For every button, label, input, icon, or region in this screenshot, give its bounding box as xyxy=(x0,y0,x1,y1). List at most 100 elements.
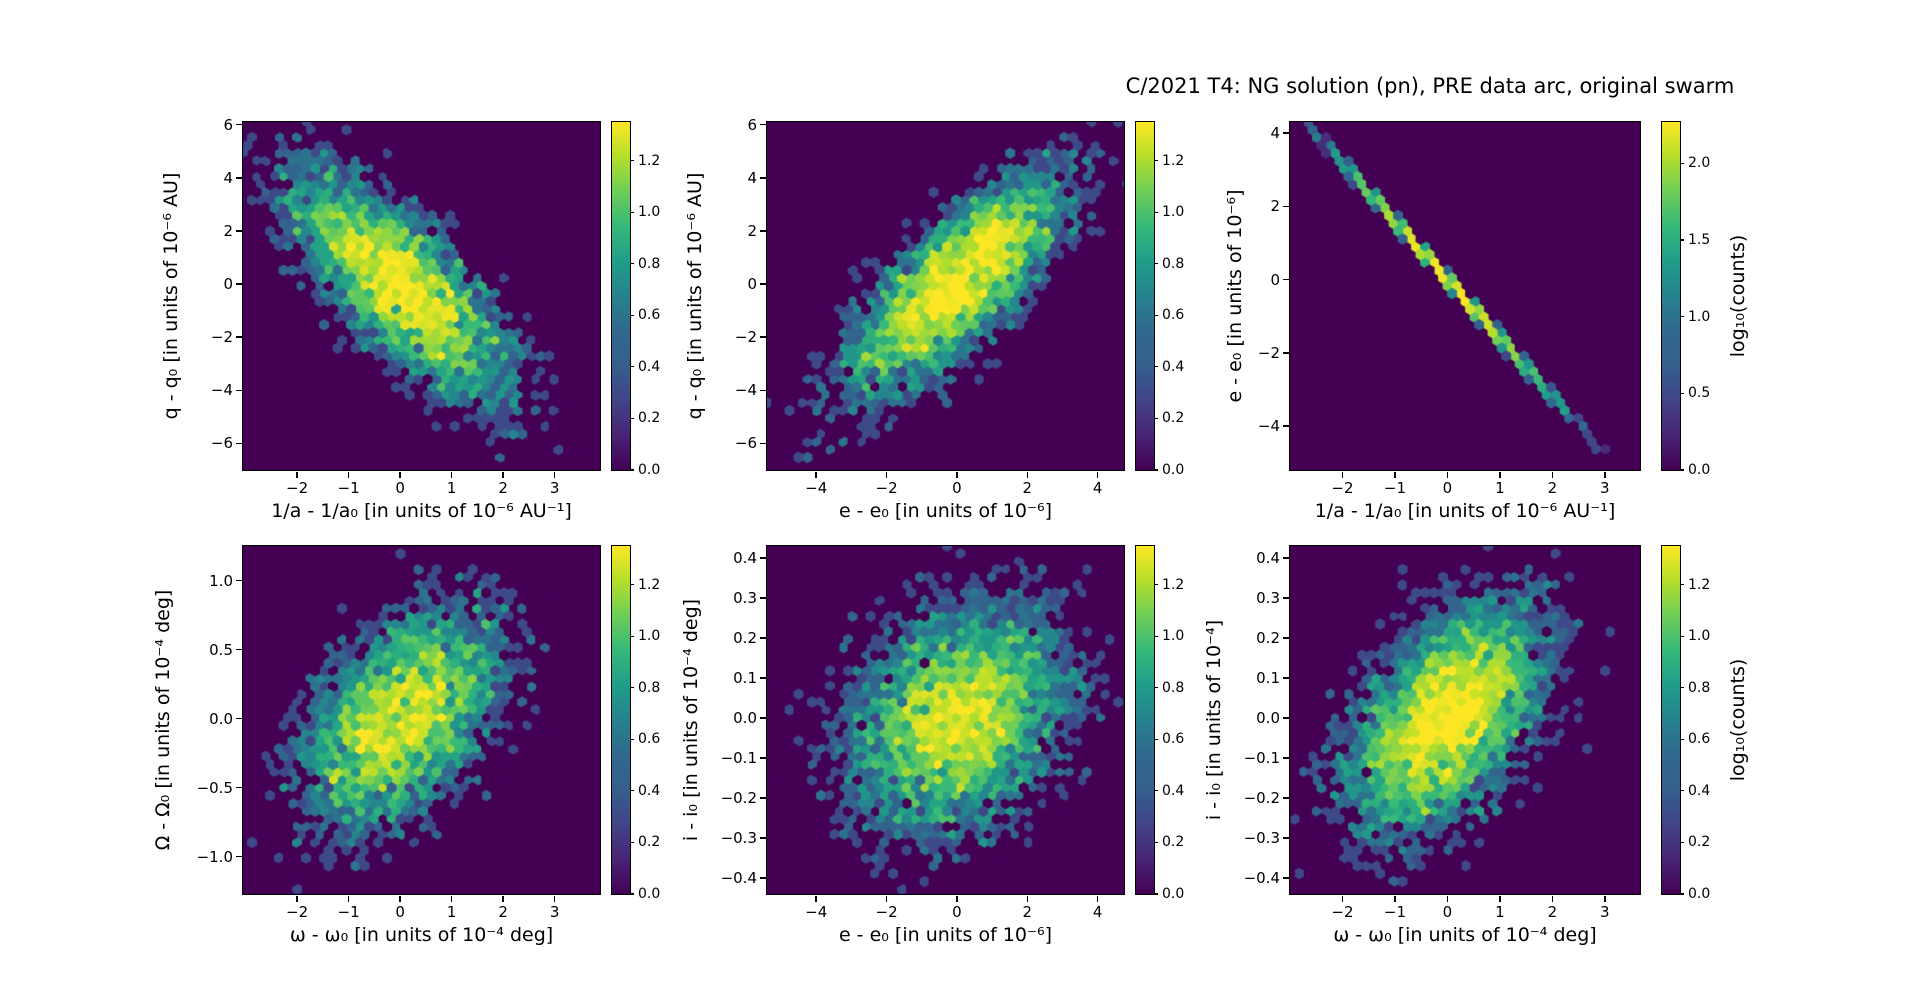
colorbar-tick-label: 0.0 xyxy=(1688,462,1711,478)
y-tick-mark xyxy=(235,786,242,789)
y-tick-label: −4 xyxy=(1257,417,1280,436)
y-tick-mark xyxy=(759,442,766,445)
x-tick-mark xyxy=(815,471,817,478)
x-tick-mark xyxy=(1026,471,1029,478)
plot-area xyxy=(241,544,601,895)
x-tick-mark xyxy=(450,895,453,902)
x-tick-mark xyxy=(399,895,401,902)
x-axis-label: e - e₀ [in units of 10⁻⁶] xyxy=(838,500,1053,522)
hexbin-canvas xyxy=(242,121,600,470)
y-tick-label: 0.1 xyxy=(733,669,757,687)
y-tick-mark xyxy=(235,230,242,232)
y-axis-label: q - q₀ [in units of 10⁻⁶ AU] xyxy=(160,172,182,420)
colorbar-tick-label: 0.0 xyxy=(1688,886,1711,902)
colorbar-tick-mark xyxy=(630,893,634,895)
x-tick-label: −1 xyxy=(1383,903,1406,921)
colorbar-tick-mark xyxy=(1680,239,1684,241)
plot-area xyxy=(765,120,1125,471)
x-tick-label: 1 xyxy=(1495,903,1505,921)
y-tick-label: 2 xyxy=(223,221,233,240)
y-tick-mark xyxy=(759,336,766,338)
y-tick-label: −0.3 xyxy=(720,829,757,847)
colorbar-tick-label: 1.2 xyxy=(1162,152,1185,169)
y-tick-mark xyxy=(759,557,766,559)
colorbar-tick-mark xyxy=(1154,687,1158,689)
x-tick-mark xyxy=(956,895,958,902)
x-tick-label: 3 xyxy=(549,903,560,921)
colorbar-tick-label: 0.2 xyxy=(1162,410,1185,427)
x-tick-label: 0 xyxy=(952,903,962,921)
y-tick-mark xyxy=(759,123,766,126)
y-tick-label: 0.5 xyxy=(209,640,233,659)
colorbar-tick-label: 1.0 xyxy=(1162,204,1185,221)
colorbar-tick-label: 1.2 xyxy=(1162,576,1185,593)
y-tick-mark xyxy=(235,442,242,445)
colorbar-tick-mark xyxy=(1680,738,1684,740)
y-tick-label: 0 xyxy=(747,275,757,294)
x-tick-label: 0 xyxy=(952,479,962,497)
colorbar-tick-label: 0.0 xyxy=(1162,886,1185,902)
x-axis-label: e - e₀ [in units of 10⁻⁶] xyxy=(838,924,1053,946)
y-tick-mark xyxy=(1282,677,1289,679)
y-tick-label: 0.0 xyxy=(1256,709,1280,727)
x-tick-mark xyxy=(450,471,453,478)
y-tick-label: −0.5 xyxy=(196,778,233,797)
colorbar-tick-mark xyxy=(1154,314,1158,316)
y-tick-mark xyxy=(1282,205,1289,207)
x-tick-mark xyxy=(347,895,350,902)
colorbar-tick-mark xyxy=(1680,392,1684,394)
x-tick-label: 0 xyxy=(395,903,405,921)
x-tick-mark xyxy=(1499,471,1501,478)
colorbar-tick-mark xyxy=(1680,790,1684,792)
x-tick-label: 3 xyxy=(549,479,560,497)
x-tick-mark xyxy=(1446,471,1449,478)
y-tick-label: −0.4 xyxy=(720,869,757,887)
x-tick-mark xyxy=(1341,471,1344,478)
plot-area xyxy=(1288,120,1641,471)
hexbin-canvas xyxy=(242,545,600,894)
x-tick-mark xyxy=(399,471,401,478)
x-tick-label: −2 xyxy=(875,903,898,921)
colorbar-tick-mark xyxy=(1154,211,1158,213)
x-tick-mark xyxy=(1096,895,1099,902)
y-axis-label: Ω - Ω₀ [in units of 10⁻⁴ deg] xyxy=(152,589,174,851)
hexbin-canvas xyxy=(1289,545,1640,894)
colorbar xyxy=(610,544,631,895)
colorbar xyxy=(1660,120,1681,471)
colorbar-tick-mark xyxy=(630,469,634,471)
x-tick-label: 2 xyxy=(1022,479,1033,497)
colorbar-tick-label: 0.5 xyxy=(1688,385,1711,402)
y-tick-mark xyxy=(759,177,766,179)
x-tick-label: 1 xyxy=(446,479,457,497)
colorbar-tick-label: 0.6 xyxy=(638,731,661,748)
y-tick-label: 0.2 xyxy=(1256,629,1280,647)
y-tick-mark xyxy=(235,123,242,126)
x-tick-mark xyxy=(885,895,888,902)
y-tick-mark xyxy=(759,389,766,392)
x-axis-label: ω - ω₀ [in units of 10⁻⁴ deg] xyxy=(1333,924,1597,946)
colorbar xyxy=(610,120,631,471)
y-tick-label: 0 xyxy=(1270,270,1280,289)
y-tick-mark xyxy=(1282,877,1289,879)
x-tick-label: 4 xyxy=(1092,903,1103,921)
y-tick-mark xyxy=(1282,837,1289,839)
x-tick-label: 0 xyxy=(395,479,405,497)
colorbar-tick-label: 1.0 xyxy=(1688,308,1711,325)
x-tick-mark xyxy=(1096,471,1099,478)
y-tick-mark xyxy=(1282,557,1289,559)
colorbar xyxy=(1660,544,1681,895)
y-tick-label: 0.3 xyxy=(733,589,757,607)
x-tick-label: 4 xyxy=(1092,479,1103,497)
x-tick-label: 1 xyxy=(446,903,457,921)
x-tick-mark xyxy=(1341,895,1344,902)
x-tick-label: 1 xyxy=(1495,479,1505,497)
x-axis-label: ω - ω₀ [in units of 10⁻⁴ deg] xyxy=(289,924,554,946)
x-tick-mark xyxy=(815,895,817,902)
y-tick-label: −0.1 xyxy=(1243,749,1280,767)
colorbar-tick-label: 1.0 xyxy=(638,628,661,645)
figure-title: C/2021 T4: NG solution (pn), PRE data ar… xyxy=(1125,74,1735,98)
